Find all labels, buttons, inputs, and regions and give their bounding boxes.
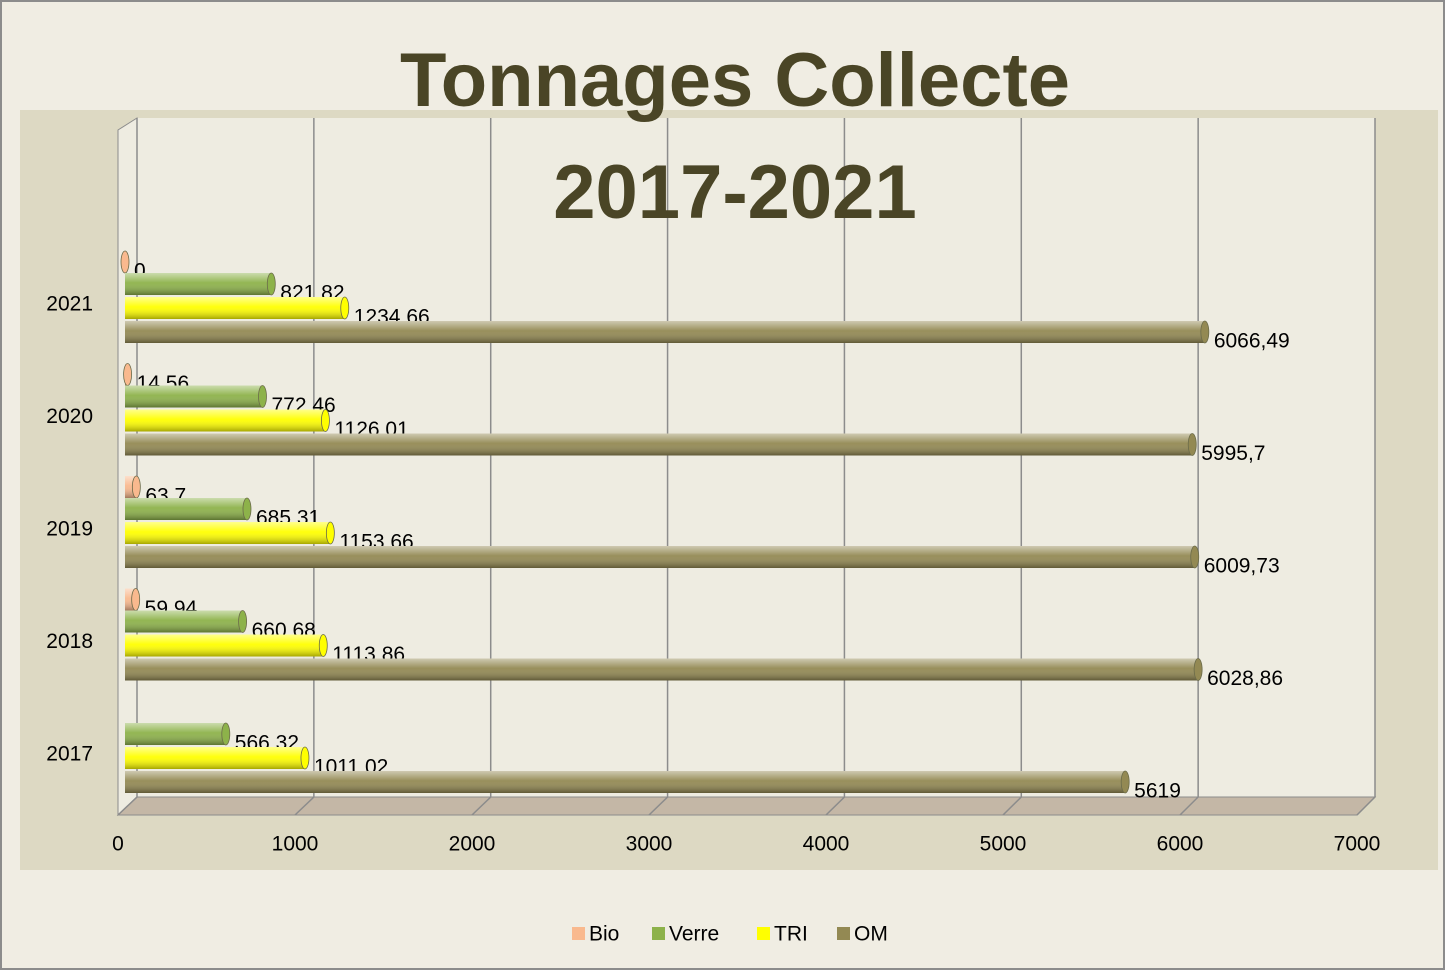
x-tick-label: 5000 bbox=[980, 833, 1027, 856]
value-label: 6028,86 bbox=[1207, 667, 1283, 690]
legend-label: OM bbox=[854, 923, 888, 946]
y-tick-label: 2017 bbox=[46, 743, 93, 766]
y-tick-label: 2019 bbox=[46, 518, 93, 541]
bar-shade bbox=[125, 771, 1126, 793]
value-label: 5995,7 bbox=[1201, 442, 1265, 465]
grid-line bbox=[471, 118, 492, 816]
x-tick-label: 0 bbox=[112, 833, 124, 856]
bar-cap bbox=[242, 497, 252, 521]
x-tick-label: 4000 bbox=[803, 833, 850, 856]
bar-cap bbox=[340, 296, 350, 320]
bar-shade bbox=[125, 273, 272, 295]
value-label: 0 bbox=[134, 260, 146, 283]
bar-shade bbox=[125, 723, 226, 745]
bar-cap bbox=[131, 475, 141, 499]
bar-shade bbox=[125, 297, 345, 319]
bar-shade bbox=[125, 747, 305, 769]
bar-cap bbox=[1190, 545, 1200, 569]
y-tick-label: 2018 bbox=[46, 630, 93, 653]
x-tick-label: 3000 bbox=[626, 833, 673, 856]
grid-line bbox=[648, 118, 669, 816]
side-wall bbox=[117, 117, 138, 817]
bar-cap bbox=[120, 250, 130, 274]
x-tick-label: 6000 bbox=[1157, 833, 1204, 856]
bar-shade bbox=[125, 409, 326, 432]
legend-swatch bbox=[837, 927, 850, 940]
bar-cap bbox=[131, 588, 141, 611]
bar-shade bbox=[125, 385, 263, 408]
bar-shade bbox=[125, 634, 324, 657]
bar-shade bbox=[125, 546, 1195, 568]
bar-cap bbox=[300, 746, 310, 770]
bar-cap bbox=[1200, 320, 1210, 344]
chart-title: Tonnages Collecte 2017-2021 bbox=[399, 38, 1071, 235]
bar-cap bbox=[1120, 770, 1130, 794]
bar-cap bbox=[1187, 433, 1197, 456]
bar-cap bbox=[238, 610, 248, 633]
grid: 0 1000 2000 3000 4000 5000 6000 7000 bbox=[112, 118, 1380, 856]
grid-line bbox=[825, 118, 846, 816]
bar-cap bbox=[266, 272, 276, 296]
legend-label: TRI bbox=[774, 923, 808, 946]
x-tick-label: 1000 bbox=[272, 833, 319, 856]
bars: 2017 566,321011,025619201859,94660,681113… bbox=[46, 250, 1290, 803]
grid-line bbox=[1356, 118, 1376, 816]
grid-line bbox=[1002, 118, 1023, 816]
legend-label: Bio bbox=[589, 923, 619, 946]
y-tick-label: 2020 bbox=[46, 405, 93, 428]
bar-cap bbox=[258, 385, 267, 408]
bar-cap bbox=[325, 521, 335, 545]
bar-shade bbox=[125, 610, 243, 633]
bar-shade bbox=[125, 321, 1205, 343]
x-tick-label: 2000 bbox=[449, 833, 496, 856]
bar-cap bbox=[1193, 658, 1203, 681]
grid-line bbox=[117, 118, 138, 816]
bar-shade bbox=[125, 476, 137, 498]
y-tick-label: 2021 bbox=[46, 293, 93, 316]
value-label: 5619 bbox=[1134, 780, 1181, 803]
grid-line bbox=[1179, 118, 1199, 816]
bar-shade bbox=[125, 498, 247, 520]
value-label: 6066,49 bbox=[1214, 330, 1290, 353]
legend-swatch bbox=[652, 927, 665, 940]
legend-swatch bbox=[757, 927, 770, 940]
bar-cap bbox=[318, 634, 328, 657]
bar-shade bbox=[125, 588, 136, 611]
bar-cap bbox=[123, 363, 132, 386]
bar-shade bbox=[125, 658, 1199, 681]
value-label: 6009,73 bbox=[1204, 555, 1280, 578]
floor bbox=[116, 796, 1377, 816]
bar-cap bbox=[321, 409, 330, 432]
bar-shade bbox=[125, 433, 1193, 456]
grid-line bbox=[294, 118, 315, 816]
legend-label: Verre bbox=[669, 923, 719, 946]
x-tick-label: 7000 bbox=[1334, 833, 1381, 856]
bar-cap bbox=[221, 722, 231, 746]
legend-swatch bbox=[572, 927, 585, 940]
back-wall bbox=[137, 118, 1375, 797]
legend: Bio Verre TRI OM bbox=[572, 923, 888, 946]
bar-shade bbox=[125, 522, 331, 544]
